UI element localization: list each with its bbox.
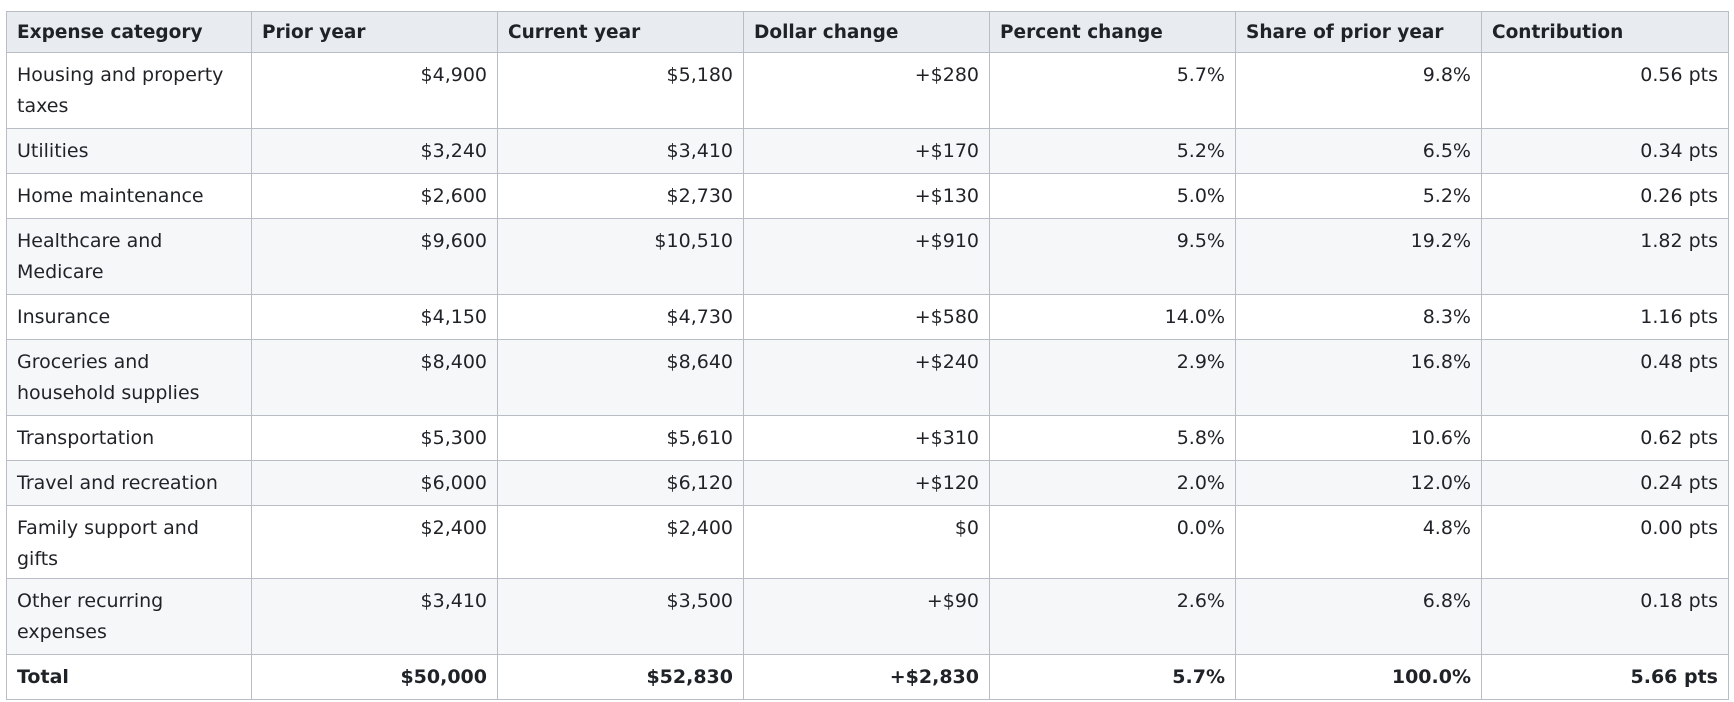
table-row: Insurance $4,150 $4,730 +$580 14.0% 8.3%…	[6, 294, 1729, 340]
cell-dollar-change: $0	[743, 505, 990, 579]
cell-current: $2,400	[497, 505, 744, 579]
cell-current: $5,180	[497, 52, 744, 129]
cell-current: $2,730	[497, 173, 744, 219]
cell-dollar-change: +$910	[743, 218, 990, 295]
table-row: Groceries and household supplies $8,400 …	[6, 339, 1729, 416]
cell-category: Healthcare and Medicare	[6, 218, 252, 295]
cell-prior: $3,410	[251, 578, 498, 655]
cell-contribution: 0.24 pts	[1481, 460, 1729, 506]
cell-category: Other recurring expenses	[6, 578, 252, 655]
cell-prior: $6,000	[251, 460, 498, 506]
header-row: Expense category Prior year Current year…	[6, 11, 1729, 53]
cell-category: Utilities	[6, 128, 252, 174]
table-row: Utilities $3,240 $3,410 +$170 5.2% 6.5% …	[6, 128, 1729, 174]
cell-prior: $2,400	[251, 505, 498, 579]
cell-contribution: 0.18 pts	[1481, 578, 1729, 655]
header-prior-year: Prior year	[251, 11, 498, 53]
cell-current: $52,830	[497, 654, 744, 700]
cell-dollar-change: +$90	[743, 578, 990, 655]
cell-dollar-change: +$120	[743, 460, 990, 506]
cell-prior: $5,300	[251, 415, 498, 461]
table-row: Transportation $5,300 $5,610 +$310 5.8% …	[6, 415, 1729, 461]
cell-percent-change: 14.0%	[989, 294, 1236, 340]
cell-share: 12.0%	[1235, 460, 1482, 506]
cell-category: Travel and recreation	[6, 460, 252, 506]
cell-category: Home maintenance	[6, 173, 252, 219]
total-row: Total $50,000 $52,830 +$2,830 5.7% 100.0…	[6, 654, 1729, 700]
cell-category: Total	[6, 654, 252, 700]
header-contribution: Contribution	[1481, 11, 1729, 53]
cell-current: $4,730	[497, 294, 744, 340]
table-row: Travel and recreation $6,000 $6,120 +$12…	[6, 460, 1729, 506]
header-share-of-prior-year: Share of prior year	[1235, 11, 1482, 53]
cell-percent-change: 5.8%	[989, 415, 1236, 461]
cell-share: 16.8%	[1235, 339, 1482, 416]
cell-current: $3,500	[497, 578, 744, 655]
cell-percent-change: 5.7%	[989, 52, 1236, 129]
cell-prior: $3,240	[251, 128, 498, 174]
cell-percent-change: 2.0%	[989, 460, 1236, 506]
cell-dollar-change: +$280	[743, 52, 990, 129]
cell-percent-change: 0.0%	[989, 505, 1236, 579]
cell-contribution: 0.56 pts	[1481, 52, 1729, 129]
cell-category: Groceries and household supplies	[6, 339, 252, 416]
cell-category: Housing and property taxes	[6, 52, 252, 129]
cell-current: $5,610	[497, 415, 744, 461]
header-expense-category: Expense category	[6, 11, 252, 53]
cell-contribution: 0.34 pts	[1481, 128, 1729, 174]
cell-category: Family support and gifts	[6, 505, 252, 579]
table-row: Other recurring expenses $3,410 $3,500 +…	[6, 578, 1729, 655]
header-dollar-change: Dollar change	[743, 11, 990, 53]
cell-share: 6.5%	[1235, 128, 1482, 174]
cell-dollar-change: +$240	[743, 339, 990, 416]
cell-contribution: 0.00 pts	[1481, 505, 1729, 579]
cell-share: 19.2%	[1235, 218, 1482, 295]
cell-prior: $9,600	[251, 218, 498, 295]
cell-contribution: 0.26 pts	[1481, 173, 1729, 219]
cell-current: $10,510	[497, 218, 744, 295]
expense-table: Expense category Prior year Current year…	[6, 11, 1729, 700]
cell-share: 6.8%	[1235, 578, 1482, 655]
cell-percent-change: 5.7%	[989, 654, 1236, 700]
cell-share: 4.8%	[1235, 505, 1482, 579]
cell-share: 9.8%	[1235, 52, 1482, 129]
cell-contribution: 0.48 pts	[1481, 339, 1729, 416]
cell-category: Insurance	[6, 294, 252, 340]
table-row: Family support and gifts $2,400 $2,400 $…	[6, 505, 1729, 579]
cell-share: 8.3%	[1235, 294, 1482, 340]
cell-dollar-change: +$580	[743, 294, 990, 340]
cell-current: $6,120	[497, 460, 744, 506]
cell-prior: $2,600	[251, 173, 498, 219]
cell-percent-change: 5.2%	[989, 128, 1236, 174]
cell-contribution: 1.82 pts	[1481, 218, 1729, 295]
header-percent-change: Percent change	[989, 11, 1236, 53]
cell-prior: $4,150	[251, 294, 498, 340]
cell-prior: $50,000	[251, 654, 498, 700]
cell-dollar-change: +$2,830	[743, 654, 990, 700]
cell-dollar-change: +$130	[743, 173, 990, 219]
cell-category: Transportation	[6, 415, 252, 461]
header-current-year: Current year	[497, 11, 744, 53]
table-row: Housing and property taxes $4,900 $5,180…	[6, 52, 1729, 129]
cell-share: 5.2%	[1235, 173, 1482, 219]
cell-percent-change: 2.9%	[989, 339, 1236, 416]
cell-dollar-change: +$170	[743, 128, 990, 174]
cell-percent-change: 2.6%	[989, 578, 1236, 655]
cell-prior: $8,400	[251, 339, 498, 416]
cell-contribution: 1.16 pts	[1481, 294, 1729, 340]
cell-contribution: 0.62 pts	[1481, 415, 1729, 461]
cell-current: $8,640	[497, 339, 744, 416]
cell-dollar-change: +$310	[743, 415, 990, 461]
cell-contribution: 5.66 pts	[1481, 654, 1729, 700]
table-row: Home maintenance $2,600 $2,730 +$130 5.0…	[6, 173, 1729, 219]
cell-percent-change: 9.5%	[989, 218, 1236, 295]
cell-percent-change: 5.0%	[989, 173, 1236, 219]
cell-current: $3,410	[497, 128, 744, 174]
table-row: Healthcare and Medicare $9,600 $10,510 +…	[6, 218, 1729, 295]
cell-share: 100.0%	[1235, 654, 1482, 700]
cell-prior: $4,900	[251, 52, 498, 129]
expense-table-container: Expense category Prior year Current year…	[6, 11, 1729, 700]
cell-share: 10.6%	[1235, 415, 1482, 461]
